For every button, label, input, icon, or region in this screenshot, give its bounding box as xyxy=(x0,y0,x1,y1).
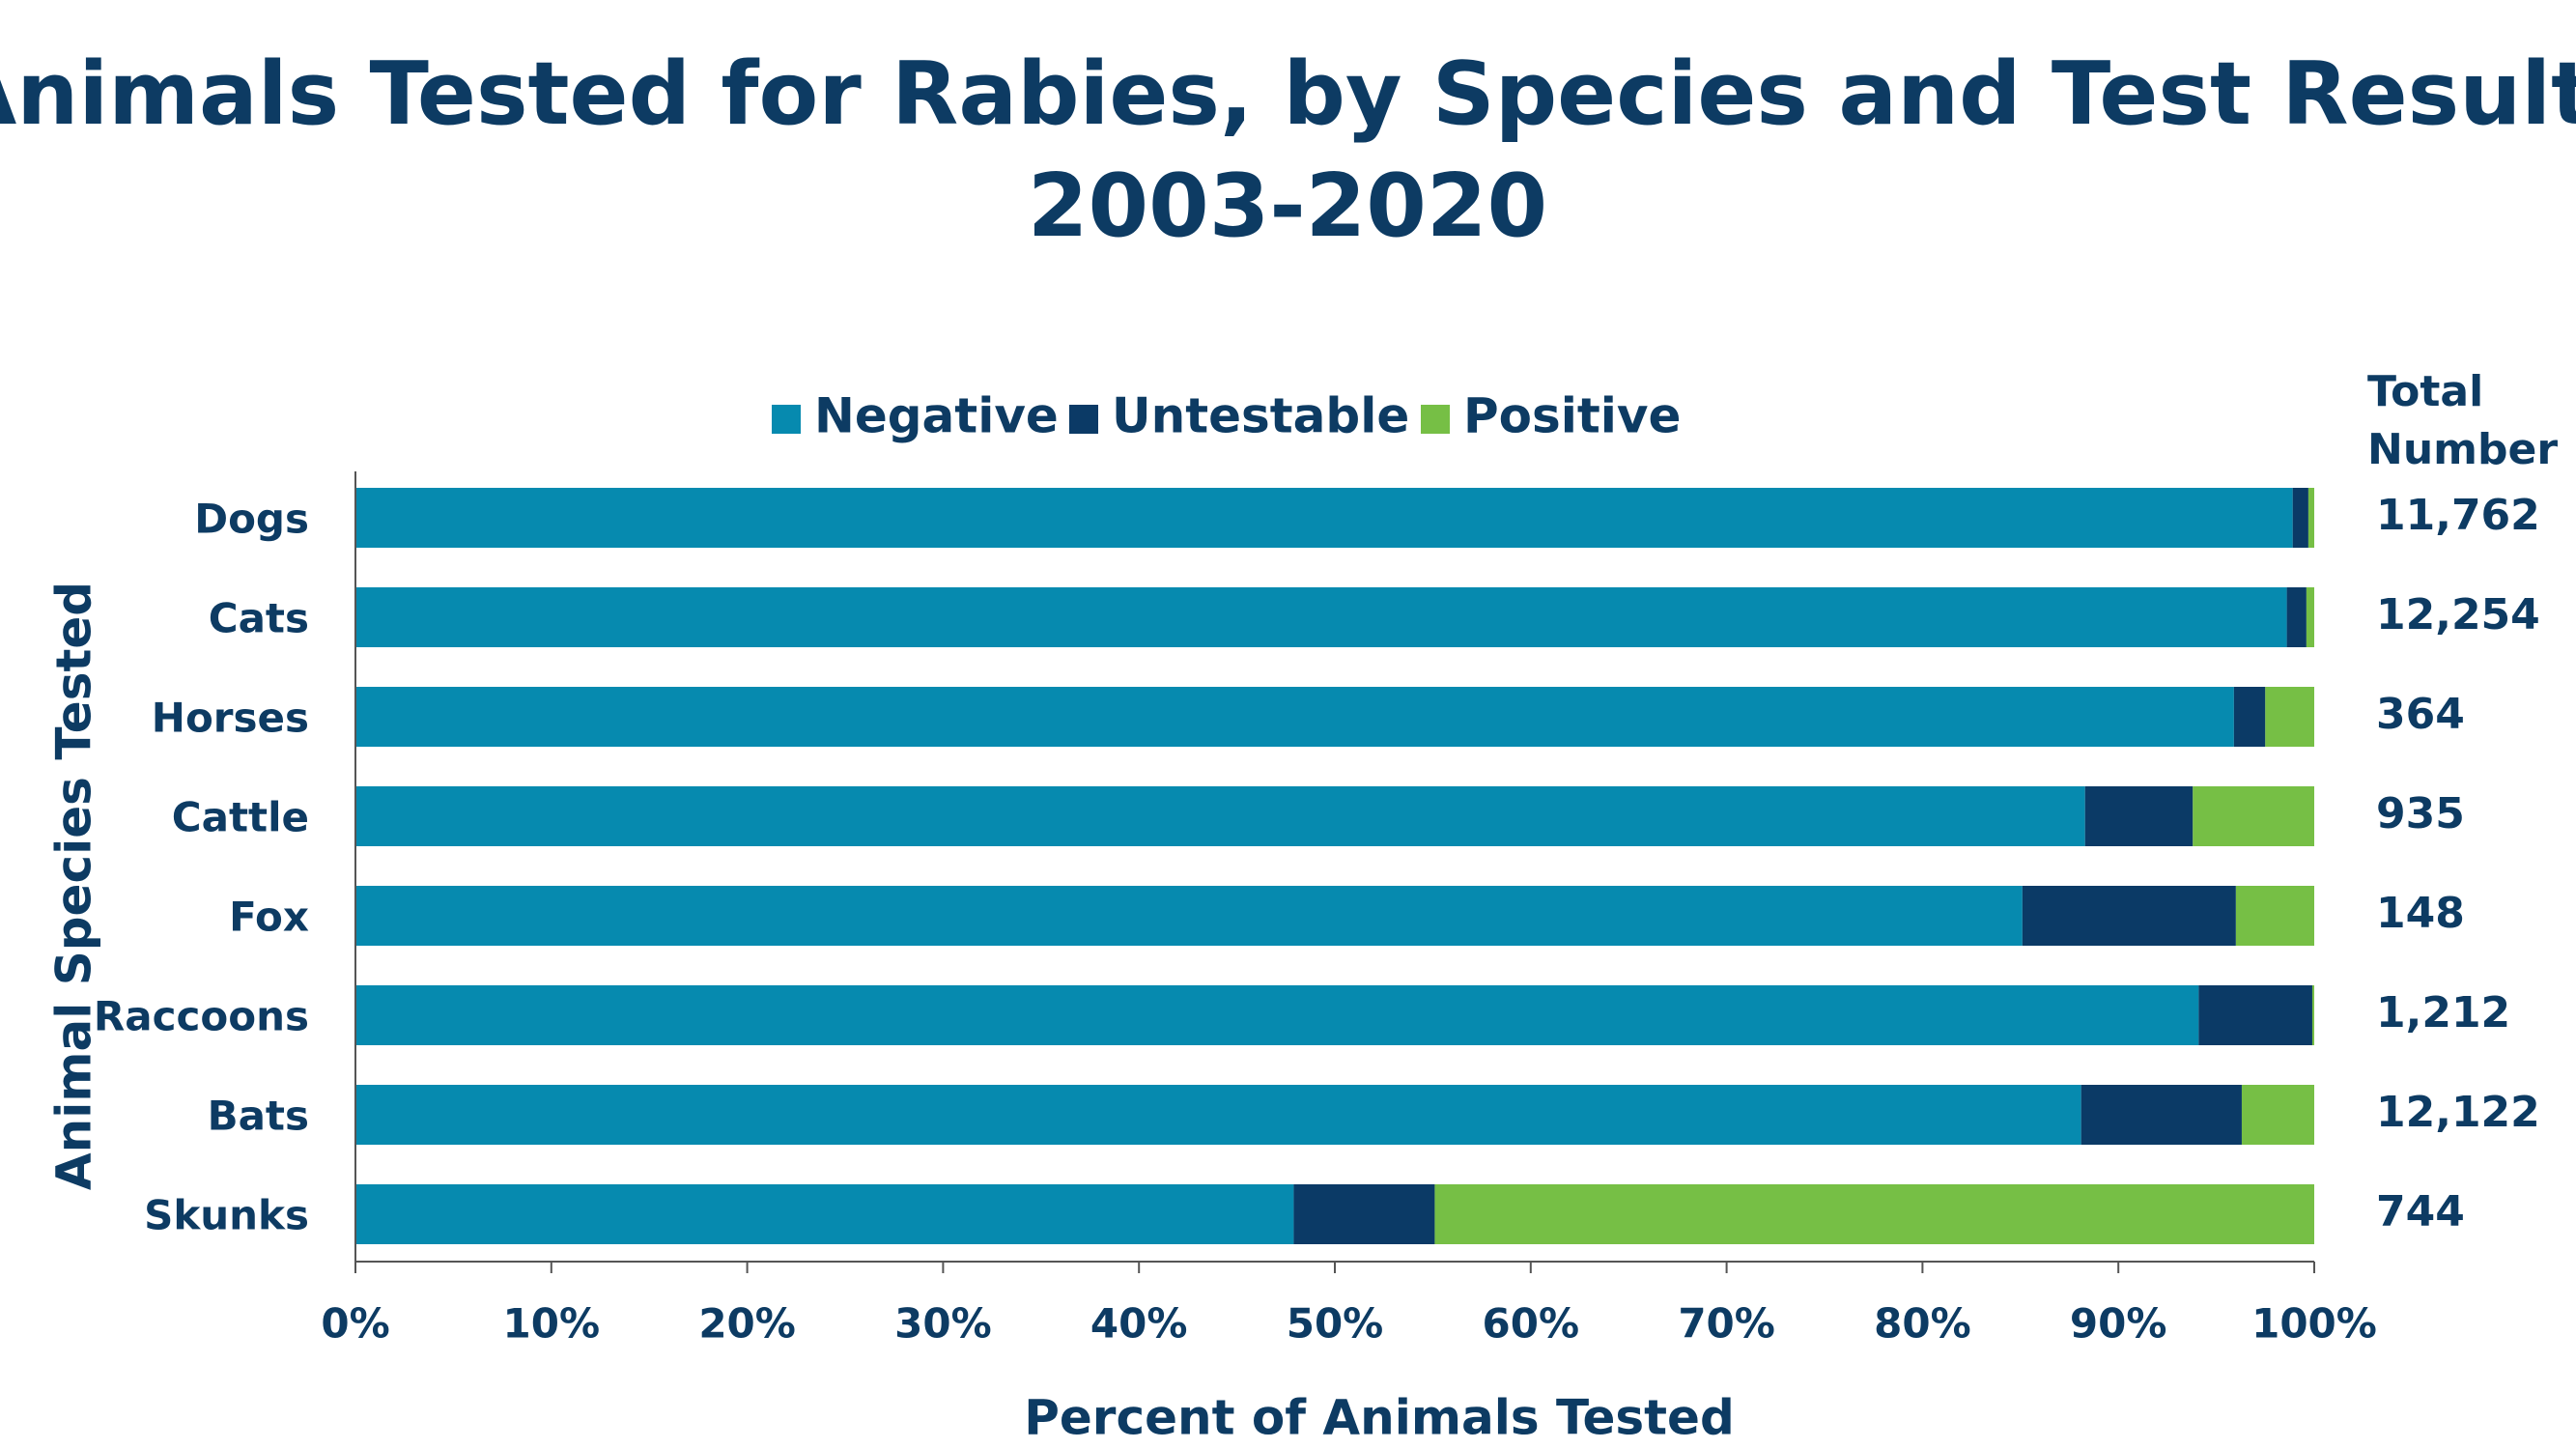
y-tick-label: Bats xyxy=(208,1093,309,1140)
legend-swatch xyxy=(1421,405,1450,434)
x-tick-label: 100% xyxy=(2251,1300,2377,1348)
bar-segment xyxy=(2311,985,2314,1045)
bar-segment xyxy=(355,1085,2081,1145)
chart-title: 2003-2020 xyxy=(1028,156,1547,257)
total-label: 148 xyxy=(2376,889,2465,938)
total-label: 364 xyxy=(2376,690,2465,739)
total-label: 744 xyxy=(2376,1187,2465,1236)
y-tick-label: Horses xyxy=(152,695,309,742)
bar-segment xyxy=(355,687,2234,747)
x-tick-label: 60% xyxy=(1483,1300,1580,1348)
bar-segment xyxy=(355,1184,1294,1244)
legend-label: Positive xyxy=(1463,388,1681,444)
bar-segment xyxy=(2084,786,2194,846)
x-tick-label: 80% xyxy=(1874,1300,1971,1348)
bar-segment xyxy=(2306,587,2314,647)
y-tick-label: Dogs xyxy=(194,496,309,543)
y-tick-label: Cats xyxy=(209,595,309,642)
x-tick-label: 20% xyxy=(698,1300,796,1348)
bar-segment xyxy=(2307,488,2314,548)
bar-segment xyxy=(2286,587,2307,647)
bar-segment xyxy=(355,985,2199,1045)
bar-segment xyxy=(2235,886,2314,946)
y-axis-title: Animal Species Tested xyxy=(46,582,102,1190)
total-label: 11,762 xyxy=(2376,491,2540,540)
x-axis-title: Percent of Animals Tested xyxy=(1024,1390,1735,1446)
bar-segment xyxy=(355,488,2293,548)
bar-segment xyxy=(2198,985,2312,1045)
y-tick-label: Cattle xyxy=(172,794,309,841)
legend-swatch xyxy=(1069,405,1098,434)
x-tick-label: 50% xyxy=(1287,1300,1384,1348)
bar-segment xyxy=(1293,1184,1435,1244)
total-label: 12,254 xyxy=(2376,590,2540,639)
chart-title: Animals Tested for Rabies, by Species an… xyxy=(0,43,2576,145)
bar-segment xyxy=(2241,1085,2314,1145)
total-label: 12,122 xyxy=(2376,1088,2540,1137)
bar-segment xyxy=(2233,687,2266,747)
bar-segment xyxy=(355,786,2085,846)
x-tick-label: 70% xyxy=(1678,1300,1775,1348)
y-tick-label: Raccoons xyxy=(94,993,309,1040)
bar-segment xyxy=(2081,1085,2242,1145)
x-tick-label: 90% xyxy=(2070,1300,2167,1348)
x-tick-label: 30% xyxy=(894,1300,992,1348)
totals-header: Number xyxy=(2367,425,2558,474)
bar-segment xyxy=(2265,687,2314,747)
legend-label: Negative xyxy=(814,388,1059,444)
bar-segment xyxy=(2022,886,2236,946)
x-tick-label: 40% xyxy=(1090,1300,1188,1348)
x-tick-label: 10% xyxy=(503,1300,601,1348)
legend-swatch xyxy=(772,405,801,434)
bar-segment xyxy=(2292,488,2308,548)
total-label: 1,212 xyxy=(2376,988,2510,1037)
bar-segment xyxy=(355,587,2287,647)
legend-label: Untestable xyxy=(1112,388,1409,444)
bar-segment xyxy=(355,886,2023,946)
bar-segment xyxy=(2193,786,2314,846)
bar-segment xyxy=(1434,1184,2314,1244)
total-label: 935 xyxy=(2376,789,2465,838)
y-tick-label: Skunks xyxy=(144,1192,309,1239)
y-tick-label: Fox xyxy=(229,894,309,941)
x-tick-label: 0% xyxy=(321,1300,389,1348)
totals-header: Total xyxy=(2367,367,2483,416)
